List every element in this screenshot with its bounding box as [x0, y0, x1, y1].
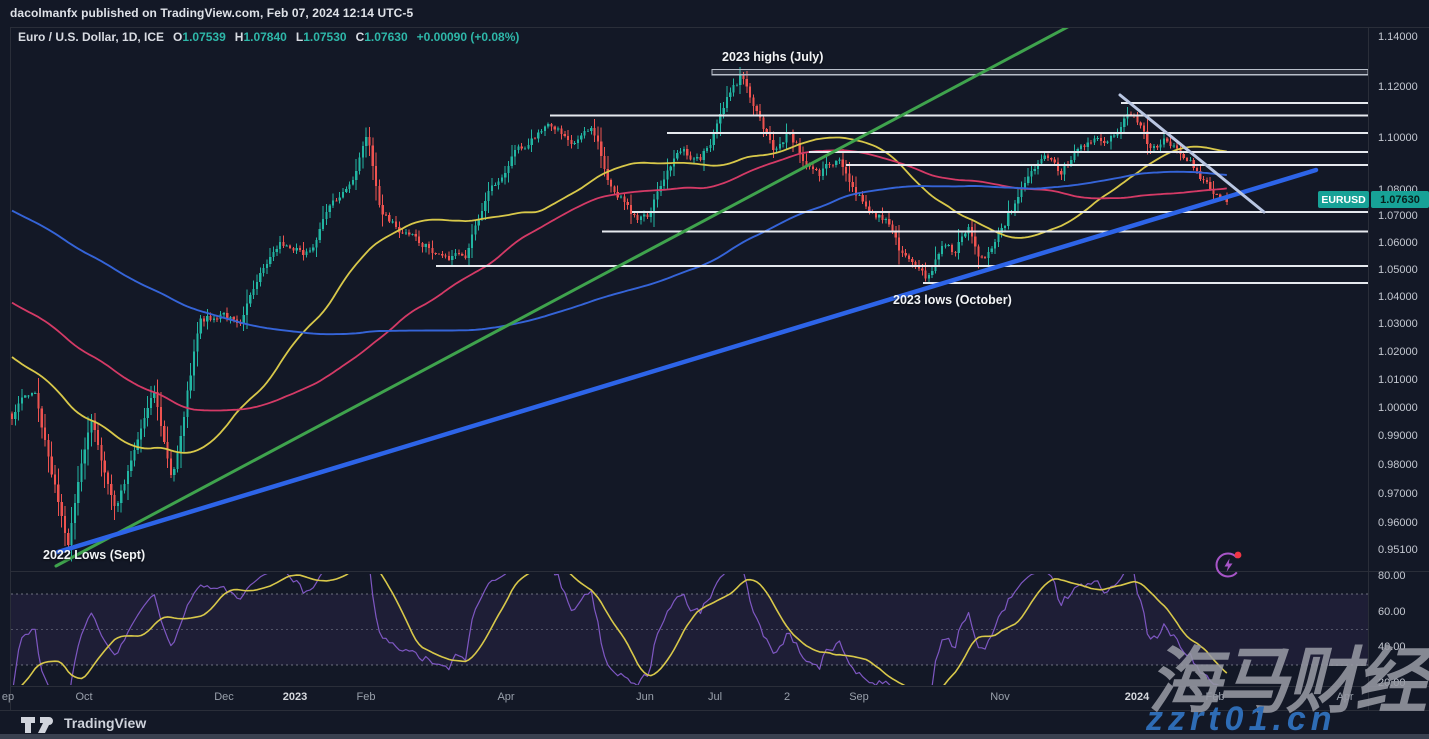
time-axis-label: Nov: [990, 691, 1010, 703]
price-axis[interactable]: 1.07630 1.14000 1.12000 1.10000 1.08000 1.07…: [1369, 27, 1429, 689]
bottom-scrollbar[interactable]: [0, 734, 1429, 739]
price-axis-label: 1.02000: [1378, 345, 1418, 358]
rsi-line[interactable]: [12, 551, 1227, 704]
ohlc-l: L1.07530: [295, 30, 347, 44]
time-axis-label: ep: [1, 691, 15, 703]
time-axis[interactable]: ep Oct Dec 2023 Feb Apr Jun Jul 2 Sep Nov 2024 Feb Ap…: [0, 686, 1429, 710]
chart-left-border: [10, 27, 11, 710]
price-axis-label: 1.03000: [1378, 318, 1418, 331]
chart-top-border: [10, 27, 1429, 28]
price-axis-label: 0.99000: [1378, 430, 1418, 443]
price-axis-label: 0.95100: [1378, 543, 1418, 556]
price-axis-label: 1.01000: [1378, 373, 1418, 386]
moving-average-50[interactable]: [11, 136, 1227, 454]
rsi-axis-label: 20.00: [1378, 676, 1406, 689]
watermark-domain: zzrt01.cn: [1146, 700, 1337, 738]
long-term-ascending-trendline-green[interactable]: [54, 14, 1092, 568]
ohlc-o: O1.07539: [173, 30, 226, 44]
notification-dot: [1234, 551, 1242, 559]
annotation-2022-lows[interactable]: 2022 Lows (Sept): [43, 548, 146, 562]
watermark-cjk: 海马财经: [1148, 642, 1427, 722]
horizontal-levels[interactable]: [436, 68, 1368, 285]
time-axis-label: Oct: [75, 691, 93, 703]
time-axis-label: Feb: [356, 691, 376, 703]
tradingview-logo-icon[interactable]: [20, 716, 58, 734]
footer-divider: [0, 710, 1429, 711]
tradingview-wordmark[interactable]: TradingView: [64, 715, 147, 731]
symbol-ohlc-bar[interactable]: Euro / U.S. Dollar, 1D, ICE O1.07539 H1.07…: [18, 30, 519, 44]
symbol-price-tag[interactable]: EURUSD: [1318, 191, 1369, 209]
time-axis-label: Sep: [849, 691, 869, 703]
pane-divider[interactable]: [10, 571, 1429, 572]
time-axis-label: Jul: [707, 691, 723, 703]
rsi-axis-label: 80.00: [1378, 570, 1406, 583]
footer-bar: TradingView: [0, 710, 1429, 739]
ohlc-c: C1.07630: [355, 30, 408, 44]
price-axis-label: 1.12000: [1378, 81, 1418, 94]
time-axis-label: Dec: [214, 691, 234, 703]
rsi-ma-line[interactable]: [12, 561, 1228, 695]
time-axis-divider: [10, 686, 1429, 687]
level-2023-july-highs-zone: [711, 68, 1368, 76]
rsi-axis-label: 40.00: [1378, 641, 1406, 654]
candlestick-series: [11, 67, 1228, 562]
time-axis-label: Apr: [1336, 691, 1354, 703]
price-axis-label: 1.14000: [1378, 31, 1418, 43]
rsi-pane[interactable]: [11, 551, 1368, 704]
time-axis-label: Feb: [1205, 691, 1225, 703]
ohlc-h: H1.07840: [234, 30, 287, 44]
price-axis-label: 1.06000: [1378, 236, 1418, 249]
time-axis-label: 2023: [282, 691, 308, 703]
price-axis-label: 1.10000: [1378, 132, 1418, 145]
publish-info: dacolmanfx published on TradingView.com,…: [10, 6, 414, 20]
time-axis-label: 2: [783, 691, 791, 703]
price-axis-label: 1.07000: [1378, 210, 1418, 223]
flash-circle-icon: [1215, 552, 1241, 578]
price-axis-label: 1.04000: [1378, 290, 1418, 303]
price-axis-label: 1.05000: [1378, 263, 1418, 276]
annotation-2023-highs[interactable]: 2023 highs (July): [722, 50, 824, 64]
current-price-badge: 1.07630: [1371, 191, 1429, 209]
price-axis-label: 0.98000: [1378, 458, 1418, 471]
time-axis-label: Jun: [636, 691, 654, 703]
time-axis-label: Apr: [497, 691, 515, 703]
price-axis-label: 0.96000: [1378, 517, 1418, 530]
price-axis-label: 0.97000: [1378, 488, 1418, 500]
time-axis-label: 2024: [1124, 691, 1150, 703]
rsi-axis-label: 60.00: [1378, 605, 1406, 618]
moving-average-200[interactable]: [11, 170, 1227, 336]
main-pane[interactable]: [11, 14, 1368, 568]
short-term-descending-resistance-pale[interactable]: [1118, 93, 1266, 214]
2022-lows-ascending-support-blue[interactable]: [55, 167, 1319, 555]
price-axis-divider[interactable]: [1368, 27, 1369, 710]
lightning-bolt-icon: [1224, 558, 1233, 572]
flash-ideas-button[interactable]: [1212, 548, 1246, 582]
symbol-description: Euro / U.S. Dollar, 1D, ICE: [18, 30, 165, 44]
price-change: +0.00090 (+0.08%): [416, 30, 520, 44]
annotation-2023-lows[interactable]: 2023 lows (October): [893, 293, 1012, 307]
price-axis-label: 1.00000: [1378, 401, 1418, 414]
